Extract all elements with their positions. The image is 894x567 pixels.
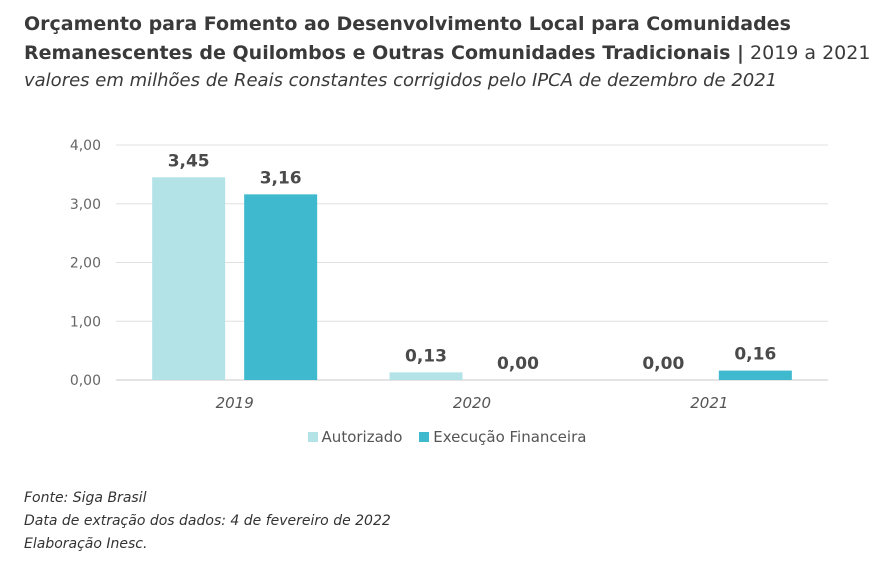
source-note: Fonte: Siga Brasil <box>24 490 147 506</box>
data-label: 0,00 <box>497 354 539 374</box>
data-label: 3,16 <box>260 168 302 188</box>
legend-label-autorizado: Autorizado <box>321 428 403 446</box>
chart-notes: Fonte: Siga Brasil Data de extração dos … <box>24 487 391 556</box>
extraction-date-note: Data de extração dos dados: 4 de feverei… <box>24 513 391 529</box>
legend-swatch-autorizado <box>307 432 318 442</box>
y-tick-label: 1,00 <box>70 314 101 330</box>
credit-note: Elaboração Inesc. <box>24 536 148 552</box>
chart-subtitle: valores em milhões de Reais constantes c… <box>24 70 778 91</box>
chart-title-main: Orçamento para Fomento ao Desenvolviment… <box>24 13 791 64</box>
legend-item-execucao: Execução Financeira <box>419 428 586 446</box>
data-label: 0,00 <box>642 354 684 374</box>
data-label: 0,16 <box>734 345 776 365</box>
legend-swatch-execucao <box>419 432 430 442</box>
chart-legend: Autorizado Execução Financeira <box>0 428 894 446</box>
y-tick-label: 3,00 <box>70 197 101 213</box>
bar <box>718 370 792 380</box>
x-tick-label: 2019 <box>216 394 254 412</box>
bar <box>152 177 226 380</box>
y-tick-label: 2,00 <box>70 256 101 272</box>
y-tick-label: 0,00 <box>70 373 101 389</box>
chart-title: Orçamento para Fomento ao Desenvolviment… <box>24 10 884 68</box>
bar <box>389 372 463 380</box>
chart-title-years: 2019 a 2021 <box>750 42 871 64</box>
x-tick-label: 2020 <box>453 394 491 412</box>
y-tick-label: 4,00 <box>70 138 101 154</box>
data-label: 0,13 <box>405 346 447 366</box>
legend-label-execucao: Execução Financeira <box>433 428 587 446</box>
data-label: 3,45 <box>168 151 210 171</box>
bar <box>244 194 318 380</box>
x-tick-label: 2021 <box>690 394 728 412</box>
legend-item-autorizado: Autorizado <box>307 428 403 446</box>
bar-chart: 0,00 1,00 2,00 3,00 4,00 3,45 3,16 2019 0,13 0,00… <box>70 138 828 412</box>
